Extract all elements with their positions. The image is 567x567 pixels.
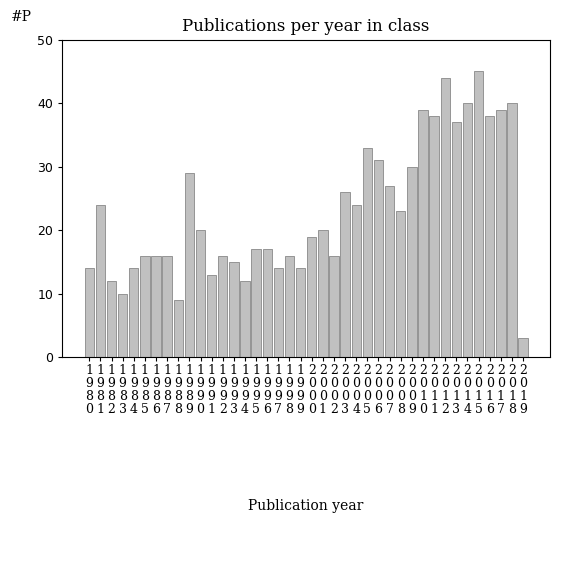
Bar: [274, 268, 283, 357]
X-axis label: Publication year: Publication year: [248, 500, 364, 514]
Bar: [162, 256, 172, 357]
Bar: [174, 300, 183, 357]
Bar: [496, 109, 506, 357]
Bar: [340, 192, 350, 357]
Title: Publications per year in class: Publications per year in class: [183, 18, 430, 35]
Bar: [251, 249, 261, 357]
Bar: [307, 236, 316, 357]
Bar: [196, 230, 205, 357]
Bar: [396, 211, 405, 357]
Bar: [207, 274, 217, 357]
Y-axis label: #P: #P: [10, 10, 31, 24]
Bar: [429, 116, 439, 357]
Bar: [84, 268, 94, 357]
Bar: [240, 281, 249, 357]
Bar: [352, 205, 361, 357]
Bar: [296, 268, 306, 357]
Bar: [329, 256, 338, 357]
Bar: [263, 249, 272, 357]
Bar: [507, 103, 517, 357]
Bar: [474, 71, 483, 357]
Bar: [463, 103, 472, 357]
Bar: [441, 78, 450, 357]
Bar: [385, 186, 394, 357]
Bar: [118, 294, 128, 357]
Bar: [285, 256, 294, 357]
Bar: [374, 160, 383, 357]
Bar: [318, 230, 328, 357]
Bar: [129, 268, 138, 357]
Bar: [218, 256, 227, 357]
Bar: [229, 262, 239, 357]
Bar: [452, 122, 461, 357]
Bar: [407, 167, 417, 357]
Bar: [418, 109, 428, 357]
Bar: [151, 256, 160, 357]
Bar: [140, 256, 150, 357]
Bar: [185, 173, 194, 357]
Bar: [107, 281, 116, 357]
Bar: [96, 205, 105, 357]
Bar: [485, 116, 494, 357]
Bar: [518, 338, 528, 357]
Bar: [363, 147, 372, 357]
